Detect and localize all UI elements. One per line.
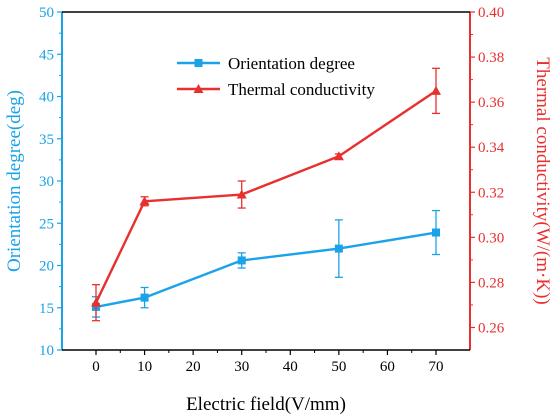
left-y-tick-label: 25 xyxy=(39,216,54,232)
data-point-orientation xyxy=(432,228,440,237)
left-y-tick-label: 20 xyxy=(39,259,54,275)
left-y-tick-label: 40 xyxy=(39,90,54,106)
left-y-tick-label: 45 xyxy=(39,47,54,63)
right-y-tick-label: 0.26 xyxy=(478,320,505,336)
right-y-axis-title: Thermal conductivity(W/(m·K)) xyxy=(532,57,550,304)
right-y-tick-label: 0.38 xyxy=(478,50,504,66)
data-point-thermal xyxy=(91,297,101,307)
right-y-tick-label: 0.30 xyxy=(478,230,504,246)
x-tick-label: 70 xyxy=(429,359,444,375)
x-tick-label: 30 xyxy=(234,359,249,375)
right-y-tick-label: 0.32 xyxy=(478,185,504,201)
x-tick-label: 10 xyxy=(137,359,152,375)
right-y-tick-label: 0.36 xyxy=(478,95,505,111)
left-y-axis-title: Orientation degree(deg) xyxy=(4,90,25,272)
right-y-tick-label: 0.28 xyxy=(478,275,504,291)
left-y-tick-label: 15 xyxy=(39,301,54,317)
left-y-tick-label: 50 xyxy=(39,5,54,21)
left-y-tick-label: 10 xyxy=(39,343,54,359)
x-tick-label: 60 xyxy=(380,359,395,375)
legend-marker-orientation xyxy=(194,59,203,67)
data-point-thermal xyxy=(139,196,150,206)
legend-label-orientation: Orientation degree xyxy=(228,54,355,73)
series-layer xyxy=(91,67,441,322)
data-point-thermal xyxy=(236,189,247,199)
x-tick-label: 0 xyxy=(92,359,100,375)
legend-marker-thermal xyxy=(193,84,204,93)
left-y-tick-label: 35 xyxy=(39,132,54,148)
x-axis-title: Electric field(V/mm) xyxy=(186,394,346,415)
left-y-tick-label: 30 xyxy=(39,174,54,190)
data-point-thermal xyxy=(333,151,344,161)
data-point-orientation xyxy=(237,256,246,265)
axes-layer: 0 10 20 30 40 50 60 70 10 15 20 25 30 35 40 45 50 0.26 0.2… xyxy=(39,5,505,375)
legend: Orientation degree Thermal conductivity xyxy=(177,54,375,99)
data-point-thermal xyxy=(431,85,441,95)
right-y-tick-label: 0.34 xyxy=(478,140,505,156)
data-point-orientation xyxy=(334,244,343,253)
x-tick-label: 20 xyxy=(186,359,201,375)
right-y-tick-label: 0.40 xyxy=(478,5,504,21)
x-tick-label: 40 xyxy=(283,359,298,375)
x-tick-label: 50 xyxy=(331,359,346,375)
data-point-orientation xyxy=(140,293,149,302)
legend-label-thermal: Thermal conductivity xyxy=(228,80,375,99)
